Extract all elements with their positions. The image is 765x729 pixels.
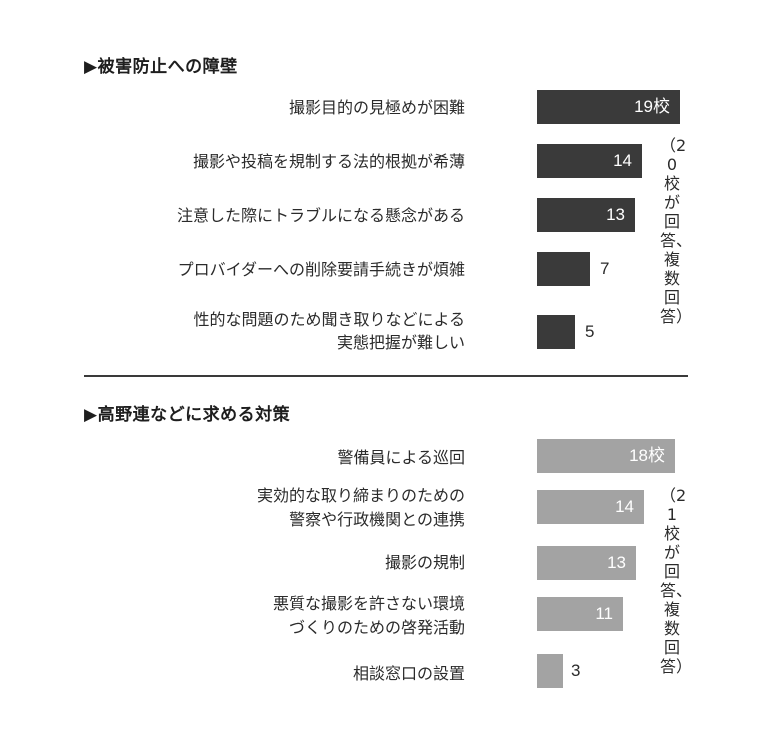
respondent-note: （20校が回答、複数回答） — [660, 136, 693, 326]
bar-value: 14 — [615, 497, 634, 516]
bar-value: 5 — [585, 322, 595, 341]
bar-value: 18校 — [629, 446, 665, 465]
bar-value: 11 — [595, 604, 613, 623]
bar: 13 — [537, 198, 635, 232]
bar — [537, 654, 563, 688]
section-title-barriers: ▶被害防止への障壁 — [84, 57, 238, 77]
bar: 13 — [537, 546, 636, 580]
bar-label-line2: 実態把握が難しい — [336, 333, 465, 352]
bar-value: 13 — [607, 553, 626, 572]
bar-label: 撮影目的の見極めが困難 — [288, 98, 465, 117]
bar — [537, 315, 575, 349]
bar: 14 — [537, 490, 644, 524]
bar-label: 撮影の規制 — [384, 553, 465, 572]
bar-label-line1: 性的な問題のため聞き取りなどによる — [193, 310, 465, 329]
bar-label-line1: 実効的な取り締まりのための — [256, 486, 465, 505]
bar-value: 7 — [600, 259, 610, 278]
bar-value: 3 — [571, 661, 581, 680]
section-title-measures: ▶高野連などに求める対策 — [84, 405, 291, 425]
bar-value: 19校 — [634, 97, 670, 116]
bar-value: 14 — [613, 151, 632, 170]
bar-label: 撮影や投稿を規制する法的根拠が希薄 — [192, 152, 465, 171]
respondent-note: （21校が回答、複数回答） — [660, 486, 693, 676]
bar: 18校 — [537, 439, 675, 473]
bar-value: 13 — [606, 205, 625, 224]
bar-label: 注意した際にトラブルになる懸念がある — [176, 206, 465, 225]
bar-label-line2: 警察や行政機関との連携 — [289, 510, 465, 529]
bar — [537, 252, 590, 286]
bar-label-line1: 悪質な撮影を許さない環境 — [272, 594, 465, 613]
bar: 19校 — [537, 90, 680, 124]
bar-label-line2: づくりのための啓発活動 — [288, 618, 465, 637]
bar-label: 警備員による巡回 — [337, 448, 465, 467]
bar: 14 — [537, 144, 642, 178]
section-divider — [84, 375, 688, 377]
bar: 11 — [537, 597, 623, 631]
bar-label: プロバイダーへの削除要請手続きが煩雑 — [177, 260, 465, 279]
bar-label: 相談窓口の設置 — [352, 664, 465, 683]
